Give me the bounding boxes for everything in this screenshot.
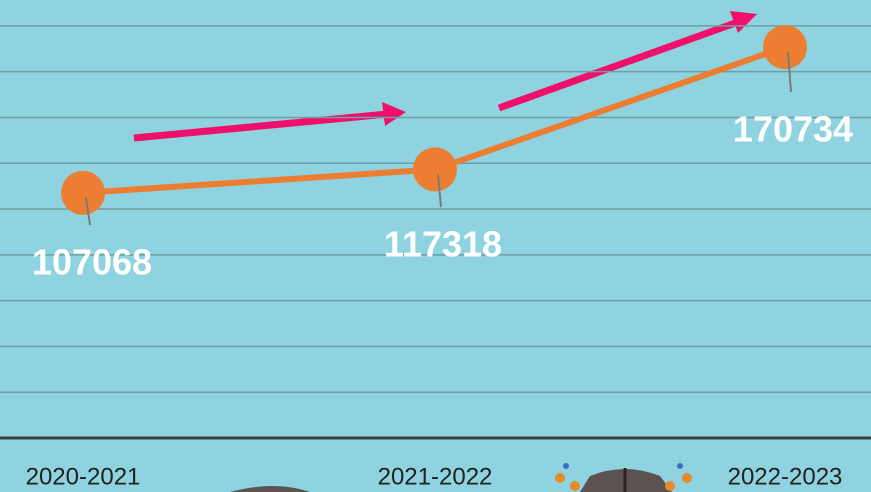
x-tick-label: 2020-2021 [26,463,141,490]
x-tick-label: 2022-2023 [728,463,843,490]
chart: 2020-2021 2021-2022 2022-2023 107068 117318 1… [0,0,871,492]
data-point [413,147,457,191]
x-tick-label: 2021-2022 [378,463,493,490]
data-point [61,171,105,215]
data-point [763,25,807,69]
trend-arrows [134,11,757,138]
data-label: 170734 [733,109,853,150]
data-label: 107068 [32,242,152,283]
data-label: 117318 [384,224,502,265]
